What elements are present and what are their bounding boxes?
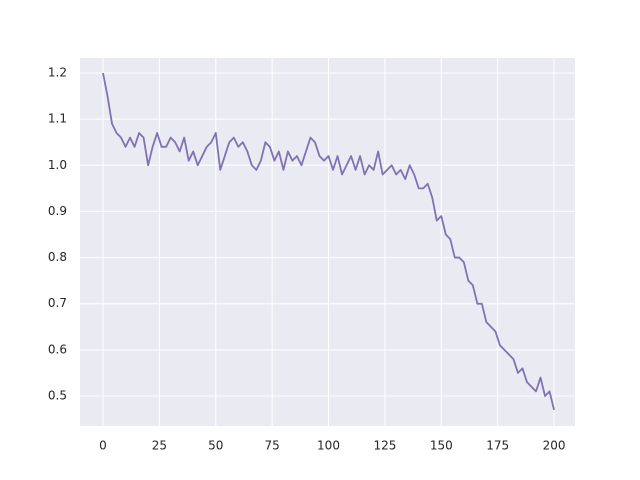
y-tick-label: 0.8: [48, 250, 67, 264]
x-tick-label: 125: [373, 439, 396, 453]
x-tick-label: 75: [264, 439, 279, 453]
y-tick-label: 1.2: [48, 65, 67, 79]
y-tick-label: 1.0: [48, 158, 67, 172]
y-tick-label: 0.5: [48, 389, 67, 403]
x-tick-label: 200: [543, 439, 566, 453]
x-tick-label: 50: [208, 439, 223, 453]
plot-area: [80, 58, 575, 426]
y-tick-label: 0.7: [48, 296, 67, 310]
y-tick-label: 1.1: [48, 112, 67, 126]
y-tick-label: 0.6: [48, 342, 67, 356]
y-tick-label: 0.9: [48, 204, 67, 218]
data-line: [102, 72, 555, 411]
x-tick-label: 100: [317, 439, 340, 453]
x-tick-label: 25: [152, 439, 167, 453]
x-tick-label: 150: [430, 439, 453, 453]
x-tick-label: 0: [99, 439, 107, 453]
x-tick-label: 175: [486, 439, 509, 453]
